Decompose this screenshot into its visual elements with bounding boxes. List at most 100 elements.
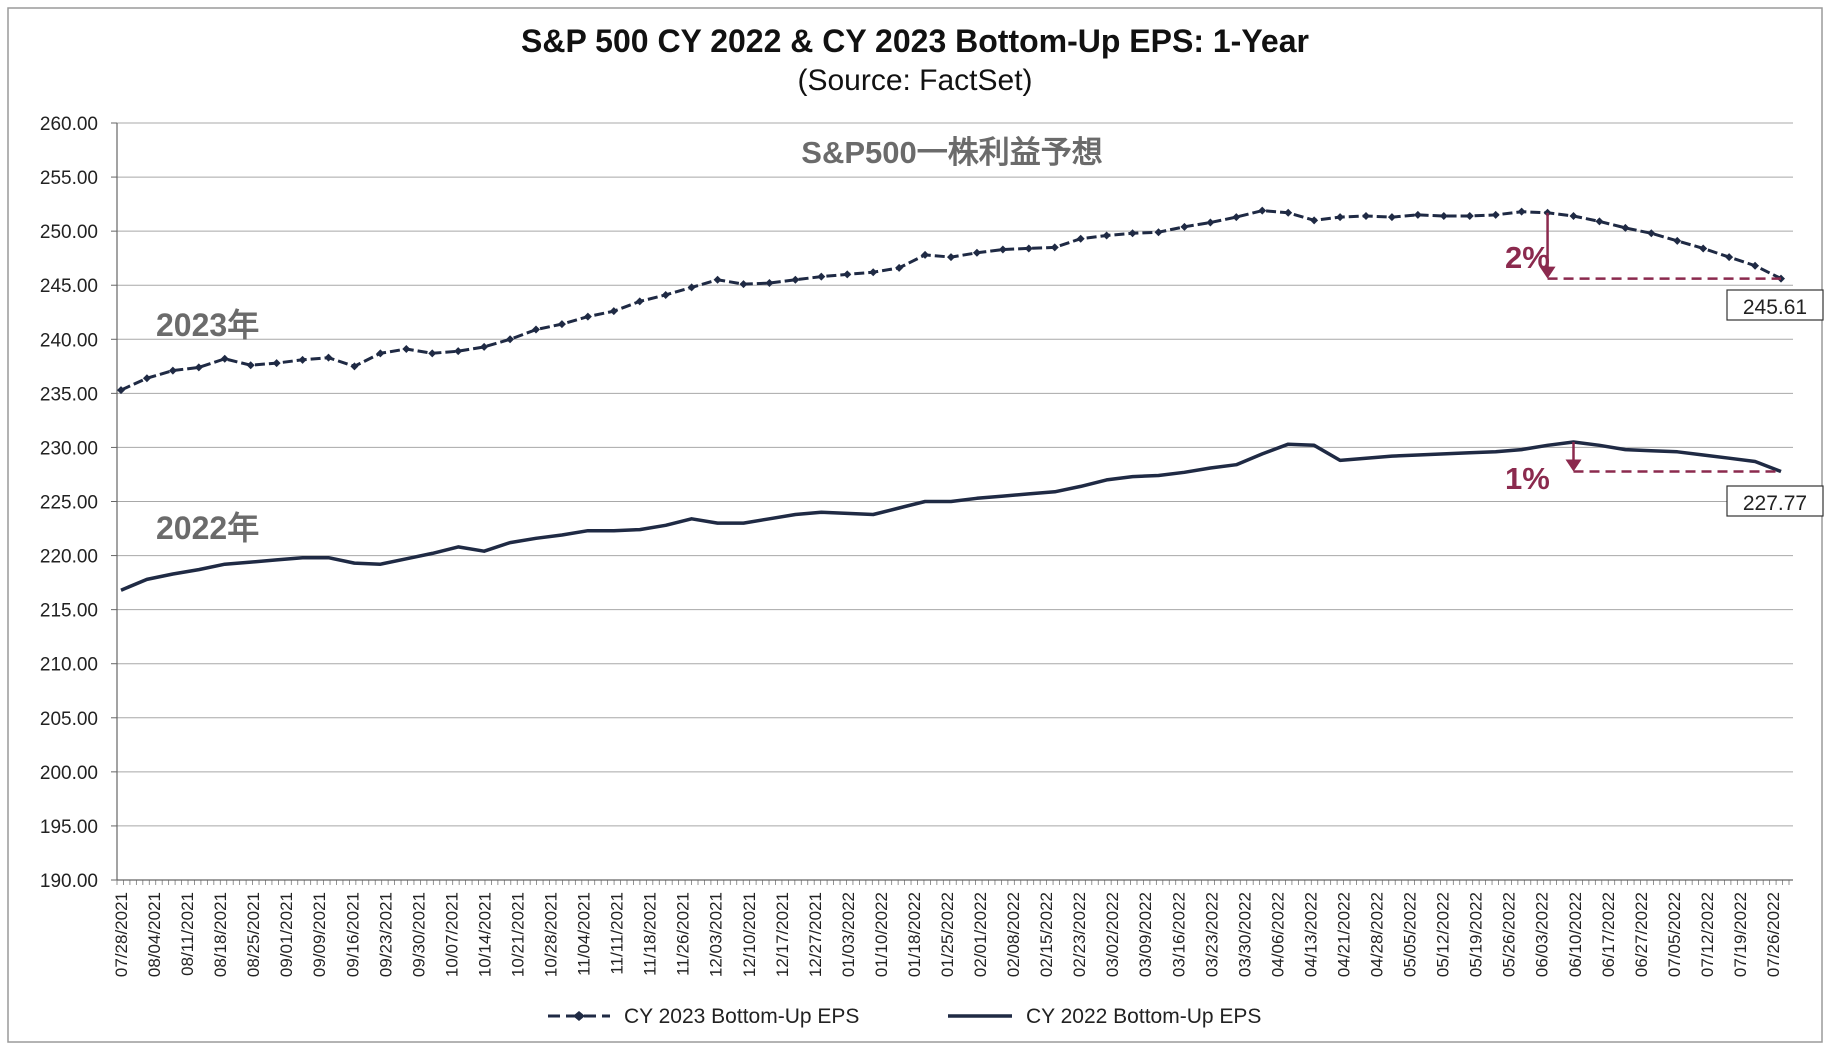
data-point-2023 xyxy=(895,263,904,272)
x-tick-label: 02/15/2022 xyxy=(1037,892,1056,977)
data-point-2023 xyxy=(609,307,618,316)
x-axis-ticks: 07/28/2021 08/04/2021 08/11/2021 08/18/2021… xyxy=(112,880,1790,977)
annotation-1pct: 1% xyxy=(1505,461,1550,496)
x-tick-label: 02/01/2022 xyxy=(971,892,990,977)
data-point-2023 xyxy=(661,290,670,299)
data-point-2023 xyxy=(869,268,878,277)
x-tick-label: 03/02/2022 xyxy=(1103,892,1122,977)
y-tick-label: 260.00 xyxy=(40,114,98,135)
x-tick-label: 01/03/2022 xyxy=(839,892,858,977)
end-label-2022: 227.77 xyxy=(1743,492,1807,515)
x-tick-label: 08/11/2021 xyxy=(178,892,197,976)
x-tick-label: 03/30/2022 xyxy=(1235,892,1254,977)
data-point-2023 xyxy=(142,374,151,383)
data-point-2023 xyxy=(454,347,463,356)
legend: CY 2023 Bottom-Up EPS CY 2022 Bottom-Up … xyxy=(548,1005,1261,1028)
data-point-2023 xyxy=(1413,210,1422,219)
x-tick-label: 11/11/2021 xyxy=(608,892,627,975)
series-group xyxy=(117,206,1785,592)
data-point-2023 xyxy=(1050,243,1059,252)
data-point-2023 xyxy=(921,250,930,259)
x-tick-label: 12/10/2021 xyxy=(740,892,759,977)
x-tick-label: 11/04/2021 xyxy=(575,892,594,976)
x-tick-label: 01/25/2022 xyxy=(938,892,957,977)
data-point-2023 xyxy=(1569,212,1578,221)
x-tick-label: 07/19/2022 xyxy=(1731,892,1750,977)
x-tick-label: 06/27/2022 xyxy=(1632,892,1651,977)
data-point-2023 xyxy=(246,361,255,370)
data-point-2023 xyxy=(947,253,955,262)
data-point-2023 xyxy=(1699,244,1708,253)
y-tick-label: 250.00 xyxy=(40,222,98,243)
data-point-2023 xyxy=(583,312,592,321)
data-point-2023 xyxy=(1517,207,1526,216)
x-tick-label: 07/26/2022 xyxy=(1764,892,1783,977)
x-tick-label: 08/25/2021 xyxy=(244,892,263,977)
data-point-2023 xyxy=(635,297,644,306)
x-tick-label: 04/21/2022 xyxy=(1334,892,1353,977)
x-tick-label: 07/05/2022 xyxy=(1665,892,1684,977)
data-point-2023 xyxy=(1362,212,1370,221)
data-point-2023 xyxy=(843,270,852,279)
x-tick-label: 12/03/2021 xyxy=(707,892,726,977)
data-point-2023 xyxy=(1725,253,1734,262)
data-point-2023 xyxy=(168,366,177,375)
x-tick-label: 09/16/2021 xyxy=(343,892,362,977)
data-point-2023 xyxy=(480,342,489,351)
data-point-2023 xyxy=(1284,208,1293,217)
x-tick-label: 11/18/2021 xyxy=(641,892,660,976)
data-point-2023 xyxy=(1128,229,1137,238)
chart-subtitle: (Source: FactSet) xyxy=(797,64,1032,97)
x-tick-label: 03/09/2022 xyxy=(1136,892,1155,977)
x-tick-label: 09/01/2021 xyxy=(277,892,296,977)
x-tick-label: 09/30/2021 xyxy=(409,892,428,977)
data-point-2023 xyxy=(1024,244,1033,253)
x-tick-label: 04/28/2022 xyxy=(1368,892,1387,977)
data-point-2023 xyxy=(1387,213,1396,222)
y-tick-label: 255.00 xyxy=(40,168,98,189)
data-point-2023 xyxy=(376,349,385,358)
data-point-2023 xyxy=(972,248,981,257)
x-tick-label: 10/07/2021 xyxy=(442,892,461,977)
data-point-2023 xyxy=(739,280,748,289)
y-tick-label: 220.00 xyxy=(40,547,98,568)
data-point-2023 xyxy=(1673,236,1682,245)
chart-frame xyxy=(7,7,1823,1043)
data-point-2023 xyxy=(272,359,281,368)
x-tick-label: 12/27/2021 xyxy=(806,892,825,977)
end-label-2023: 245.61 xyxy=(1743,296,1807,319)
data-point-2023 xyxy=(713,275,722,284)
data-point-2023 xyxy=(765,279,774,288)
data-point-2023 xyxy=(1336,213,1345,222)
data-point-2023 xyxy=(298,355,307,364)
x-tick-label: 10/28/2021 xyxy=(542,892,561,977)
data-point-2023 xyxy=(998,245,1007,254)
x-tick-label: 04/13/2022 xyxy=(1301,892,1320,977)
y-tick-label: 240.00 xyxy=(40,330,98,351)
label-2023: 2023年 xyxy=(156,307,259,343)
data-point-2023 xyxy=(1180,222,1189,231)
data-point-2023 xyxy=(428,349,437,358)
data-point-2023 xyxy=(1310,216,1319,225)
x-tick-label: 11/26/2021 xyxy=(674,892,693,976)
data-point-2023 xyxy=(117,386,125,395)
chart-title: S&P 500 CY 2022 & CY 2023 Bottom-Up EPS:… xyxy=(521,23,1309,59)
y-tick-label: 225.00 xyxy=(40,493,98,514)
y-tick-label: 190.00 xyxy=(40,871,98,892)
data-point-2023 xyxy=(506,335,515,344)
data-point-2023 xyxy=(1465,212,1474,221)
x-tick-label: 09/23/2021 xyxy=(376,892,395,977)
x-tick-label: 01/18/2022 xyxy=(905,892,924,977)
x-tick-label: 05/26/2022 xyxy=(1500,892,1519,977)
chart-annotation-main: S&P500一株利益予想 xyxy=(801,135,1102,170)
data-point-2023 xyxy=(324,353,333,362)
legend-marker-2023 xyxy=(573,1011,585,1021)
y-tick-label: 230.00 xyxy=(40,438,98,459)
x-tick-label: 06/10/2022 xyxy=(1566,892,1585,977)
y-axis-ticks: 190.00 195.00 200.00 205.00 210.00 215.00 220.… xyxy=(40,114,117,892)
y-tick-label: 210.00 xyxy=(40,655,98,676)
data-point-2023 xyxy=(817,272,826,281)
y-tick-label: 235.00 xyxy=(40,384,98,405)
legend-label-2022: CY 2022 Bottom-Up EPS xyxy=(1026,1005,1261,1028)
data-point-2023 xyxy=(1076,234,1085,243)
